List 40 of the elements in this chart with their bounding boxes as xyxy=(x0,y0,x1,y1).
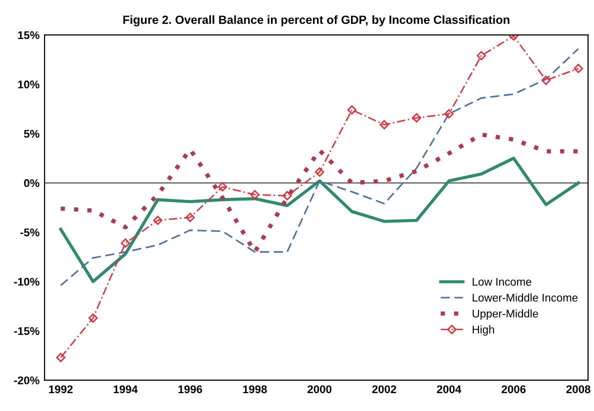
legend-label: High xyxy=(472,325,494,336)
legend-label: Lower-Middle Income xyxy=(472,293,578,302)
x-tick-label: 1992 xyxy=(49,385,73,394)
point xyxy=(120,238,130,248)
line-series xyxy=(58,132,580,254)
x-tick-label: 1996 xyxy=(178,385,202,394)
legend-label: Upper-Middle xyxy=(472,309,538,320)
x-tick-label: 2000 xyxy=(308,385,332,394)
y-tick-label: 10% xyxy=(18,80,40,88)
x-tick-label: 2008 xyxy=(566,385,590,394)
point xyxy=(250,190,260,200)
point xyxy=(314,167,324,177)
y-tick-label: 5% xyxy=(24,130,40,138)
point xyxy=(412,113,422,122)
y-tick-label: -10% xyxy=(14,278,40,286)
x-tick-label: 2006 xyxy=(502,385,526,394)
x-tick-label: 1998 xyxy=(243,385,267,394)
y-tick-label: 0% xyxy=(24,179,40,188)
legend-label: Low Income xyxy=(472,278,532,286)
point xyxy=(541,76,551,85)
chart-title: Figure 2. Overall Balance in percent of GDP, by Income Classification xyxy=(123,15,510,26)
point xyxy=(574,64,583,74)
point xyxy=(186,212,195,222)
point xyxy=(380,120,389,130)
point xyxy=(56,352,66,362)
y-tick-label: -15% xyxy=(14,327,40,335)
line-series xyxy=(60,48,580,286)
point xyxy=(153,216,162,225)
point xyxy=(444,109,454,118)
x-tick-label: 2002 xyxy=(372,385,396,394)
point xyxy=(347,105,357,115)
y-tick-label: 15% xyxy=(18,31,40,40)
y-tick-label: -5% xyxy=(20,228,40,236)
point xyxy=(218,182,228,192)
x-tick-label: 1994 xyxy=(114,385,138,394)
point xyxy=(88,313,98,323)
point xyxy=(476,51,486,60)
point xyxy=(282,191,292,200)
x-tick-label: 2004 xyxy=(436,385,462,394)
y-tick-label: -20% xyxy=(14,376,40,384)
